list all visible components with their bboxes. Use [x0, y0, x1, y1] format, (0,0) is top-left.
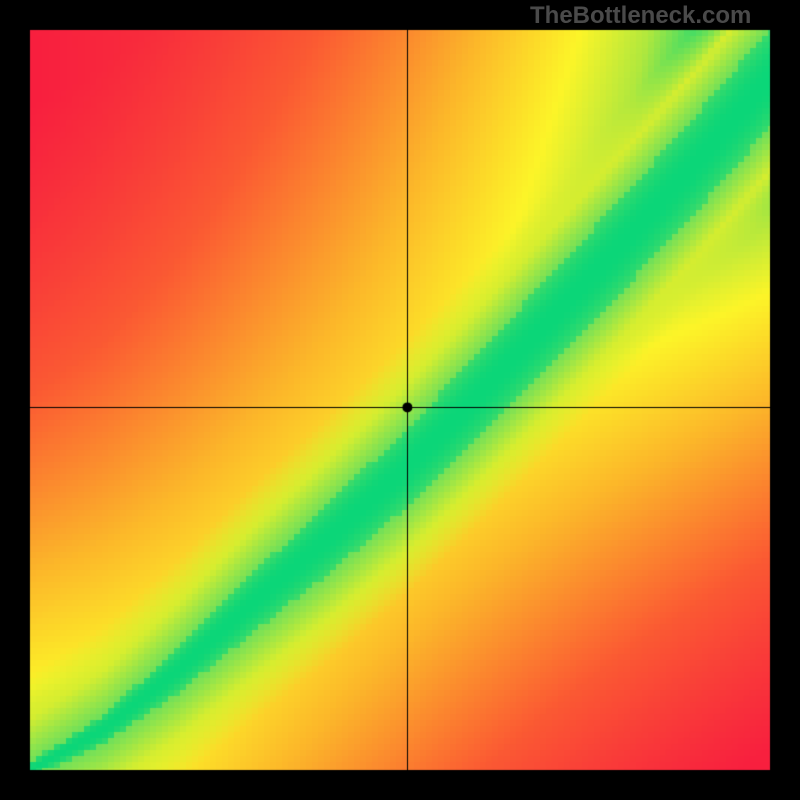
bottleneck-heatmap [0, 0, 800, 800]
chart-container: TheBottleneck.com [0, 0, 800, 800]
